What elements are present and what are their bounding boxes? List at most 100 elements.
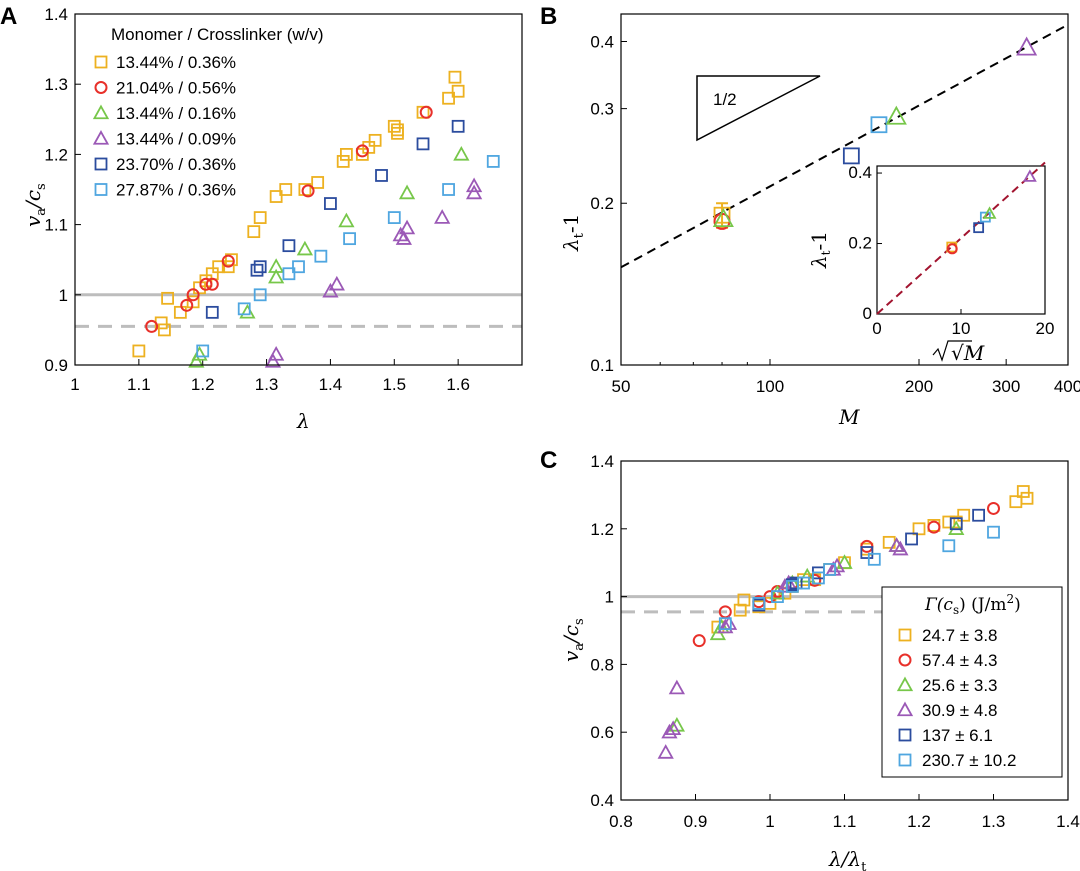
panel-a-point	[296, 240, 314, 256]
panel-a-point	[324, 197, 337, 210]
panel-a-point	[314, 249, 328, 263]
panel-b-y-label: λt-1	[559, 214, 587, 252]
panel-c-reference-lines	[621, 595, 882, 614]
panel-a-point	[161, 291, 174, 305]
panel-a-ytick-label: 0.9	[44, 356, 68, 375]
panel-a-xtick-label: 1.1	[127, 375, 151, 394]
panel-a-xtick-label: 1.3	[255, 375, 279, 394]
panel-a-point	[465, 177, 483, 193]
legend-title-sup: 2	[1006, 592, 1014, 606]
panel-a-ylabel-mid: /c	[21, 190, 45, 210]
panel-a-point	[453, 145, 470, 161]
panel-a-point	[398, 219, 416, 235]
panel-a-point	[247, 225, 261, 239]
panel-c-points	[657, 485, 1034, 759]
panel-a: A 1 1.1 1.2 1.3 1.4 1.5 1.6 0.911.11.21.31.4 M…	[0, 3, 523, 433]
panel-c-legend-marker	[898, 753, 912, 767]
panel-a-point	[212, 260, 226, 274]
slope-label: 1/2	[713, 90, 737, 109]
legend-title-main: Γ(c	[924, 595, 953, 615]
panel-a-point	[343, 232, 356, 246]
panel-b-ytick-label: 0.1	[590, 356, 614, 375]
panel-c-point	[1020, 491, 1034, 505]
panel-c-legend-entry: 57.4 ± 4.3	[922, 651, 998, 670]
panel-c-ytick-label: 1.2	[590, 520, 614, 539]
panel-a-point	[451, 119, 465, 133]
panel-c-legend-marker	[898, 628, 912, 642]
panel-c-x-ticks: 0.8 0.9 1 1.1 1.2 1.3 1.4	[609, 794, 1080, 831]
panel-a-point	[391, 123, 404, 137]
panel-a-xtick-label: 1.4	[319, 375, 343, 394]
panel-b-point	[885, 105, 907, 125]
panel-c-xtick-label: 0.8	[609, 812, 633, 831]
panel-c-point	[836, 554, 853, 569]
panel-b-label: B	[540, 3, 557, 30]
panel-c-point	[892, 540, 909, 556]
panel-a-point	[336, 155, 350, 168]
panel-a-point	[253, 260, 267, 274]
panel-b-ylabel-main: λ	[559, 238, 583, 252]
panel-c-point	[718, 617, 732, 631]
panel-c-ytick-label: 0.6	[590, 723, 614, 742]
svg-text:λt-1: λt-1	[807, 231, 833, 269]
panel-c-label: C	[540, 447, 557, 474]
panel-a-point	[442, 183, 455, 196]
panel-c-legend-title: Γ(cs) (J/m2)	[924, 592, 1021, 617]
panel-a-y-ticks: 0.9 1 1.1 1.2 1.3 1.4	[44, 5, 81, 375]
panel-c-ylabel-sub1: a	[572, 643, 587, 651]
panel-c-point	[912, 522, 926, 536]
panel-c-point	[942, 539, 956, 553]
sqrt-symbol	[932, 340, 972, 362]
panel-a-point	[269, 190, 283, 203]
inset-point	[1022, 169, 1037, 182]
panel-c-ytick-label: 1.4	[590, 452, 614, 471]
inset-ytick-label: 0.4	[848, 163, 872, 182]
panel-c-legend: Γ(cs) (J/m2) 24.7 ± 3.8 57.4 ± 4.3 25.6 ± …	[881, 586, 1063, 778]
panel-a-point	[279, 183, 293, 196]
panel-c-axes-box	[620, 460, 1069, 801]
panel-a-point	[322, 282, 339, 298]
panel-a-point	[180, 298, 194, 312]
panel-a-point	[186, 288, 200, 302]
panel-c-point	[957, 508, 971, 522]
panel-c-ytick-label: 1	[605, 588, 614, 607]
panel-c-point	[799, 567, 816, 583]
legend-title-end: )	[1014, 595, 1021, 615]
panel-a-xtick-label: 1	[70, 375, 79, 394]
panel-c-legend-entry: 24.7 ± 3.8	[922, 626, 998, 645]
panel-a-xtick-label: 1.5	[382, 375, 406, 394]
panel-c-ytick-label: 0.8	[590, 655, 614, 674]
panel-a-point	[221, 254, 235, 268]
panel-a-point	[328, 275, 345, 291]
panel-b-point	[1016, 36, 1038, 56]
panel-c-point	[752, 596, 766, 610]
panel-a-point	[268, 346, 285, 361]
panel-a-point	[434, 209, 451, 224]
panel-a-xtick-label: 1.6	[446, 375, 470, 394]
svg-text:va/cs: va/cs	[559, 618, 587, 662]
panel-a-legend-marker	[94, 183, 108, 196]
inset-x-label: √M	[932, 340, 985, 365]
panel-c-point	[987, 501, 1000, 515]
panel-c-legend-entry: 137 ± 6.1	[922, 726, 993, 745]
panel-b-point	[870, 116, 888, 134]
inset-xtick-label: 0	[872, 319, 881, 338]
panel-c-point	[860, 546, 874, 559]
panel-a-point	[398, 184, 416, 200]
panel-b-point	[712, 208, 734, 228]
panel-b-xtick-label: 200	[905, 377, 933, 396]
panel-c-point	[987, 525, 1000, 539]
panel-a-points	[132, 70, 500, 368]
panel-c-xtick-label: 1.4	[1056, 812, 1080, 831]
panel-a-ytick-label: 1.4	[44, 5, 68, 24]
panel-a-legend-marker	[92, 104, 110, 120]
panel-a-point	[205, 305, 219, 319]
panel-a-point	[387, 119, 401, 133]
panel-c-legend-entry: 230.7 ± 10.2	[922, 751, 1016, 770]
inset-ylabel-sub: t	[819, 250, 833, 255]
panel-c-point	[972, 508, 985, 522]
panel-a-point	[311, 176, 325, 189]
panel-a-legend-entry: 27.87% / 0.36%	[116, 181, 236, 200]
panel-b-xtick-label: 400	[1054, 377, 1080, 396]
panel-a-point	[338, 212, 355, 228]
